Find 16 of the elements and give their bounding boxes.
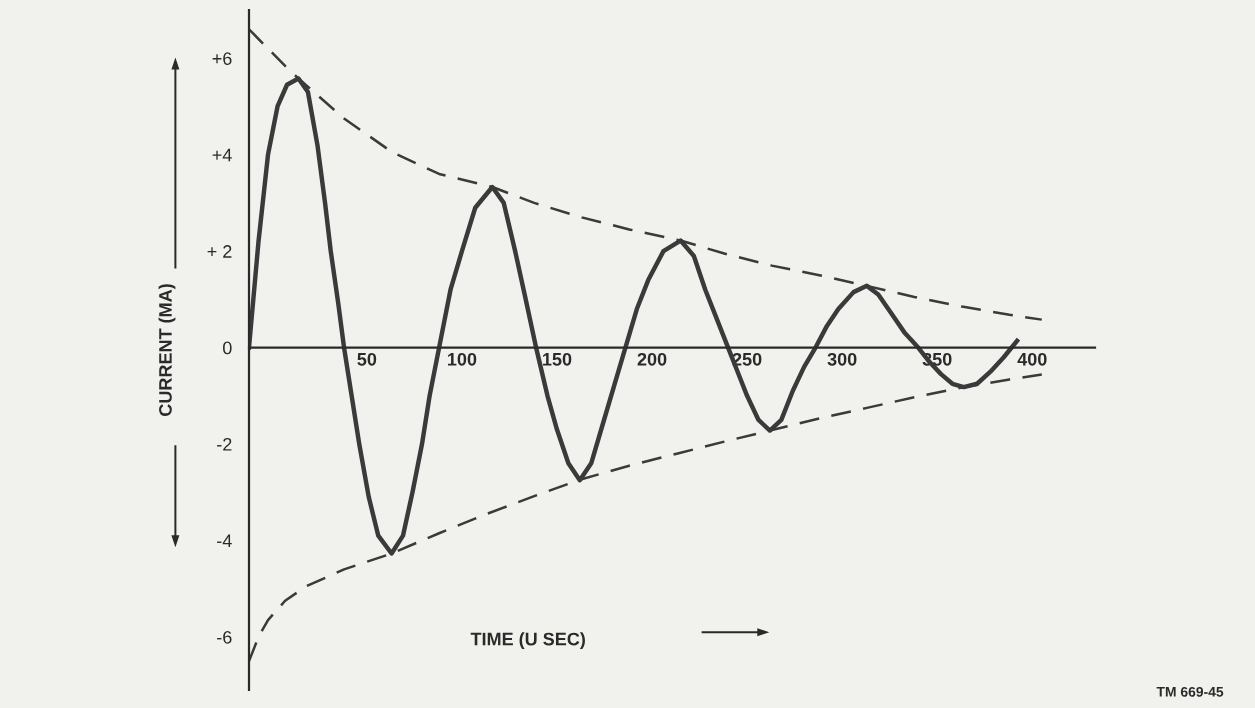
y-tick-label: -2	[217, 437, 232, 451]
y-tick-label: +6	[212, 52, 232, 65]
x-tick-label: 100	[448, 352, 477, 366]
x-tick-label: 300	[827, 352, 857, 366]
x-tick-label: 400	[1017, 352, 1047, 366]
y-tick-label: 0	[223, 341, 232, 355]
y-tick-label: -4	[217, 534, 232, 548]
y-axis-title: CURRENT (MA)	[158, 284, 176, 416]
y-tick-label: +4	[212, 148, 232, 162]
x-tick-label: 50	[357, 352, 377, 366]
x-tick-label: 200	[637, 352, 667, 366]
text: TM 669-45	[1156, 686, 1224, 697]
y-tick-label: + 2	[207, 245, 232, 258]
x-axis-title: TIME (U SEC)	[470, 632, 585, 650]
x-tick-label: 150	[543, 352, 572, 366]
y-tick-label: -6	[217, 630, 232, 644]
